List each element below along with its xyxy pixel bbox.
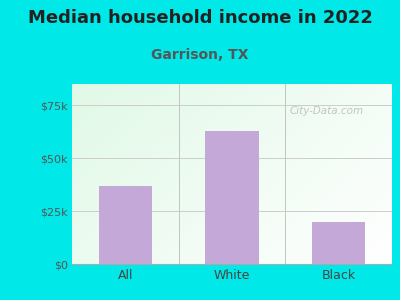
Bar — [99, 186, 152, 264]
Text: Garrison, TX: Garrison, TX — [151, 48, 249, 62]
Text: City-Data.com: City-Data.com — [290, 106, 364, 116]
Bar — [205, 130, 259, 264]
Bar — [312, 222, 365, 264]
Text: Median household income in 2022: Median household income in 2022 — [28, 9, 372, 27]
